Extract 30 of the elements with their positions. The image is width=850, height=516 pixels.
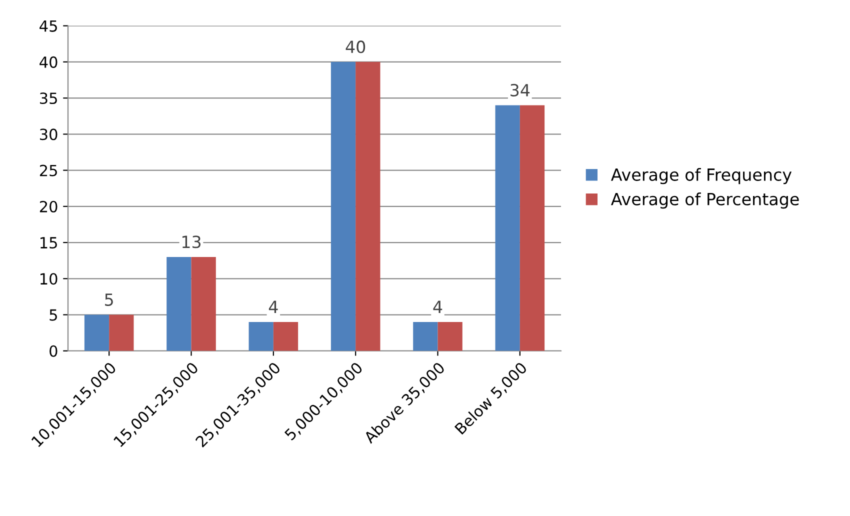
- y-tick-label: 30: [40, 128, 58, 140]
- bar: [520, 105, 545, 351]
- y-tick-label: 35: [40, 92, 57, 104]
- bar: [356, 62, 380, 351]
- bar: [413, 322, 438, 351]
- y-tick-label: 20: [40, 200, 58, 212]
- legend-label: Average of Frequency: [610, 168, 792, 184]
- bar: [84, 314, 110, 351]
- bar: [438, 322, 462, 351]
- bar: [166, 256, 192, 351]
- y-tick-label: 10: [40, 273, 58, 285]
- bar: [109, 314, 134, 351]
- y-tick-label: 0: [50, 345, 58, 357]
- bar: [273, 322, 298, 351]
- y-tick-label: 40: [40, 56, 58, 68]
- data-label: 5: [105, 294, 113, 306]
- bar: [248, 322, 274, 351]
- bar: [191, 256, 216, 351]
- data-label: 4: [433, 300, 442, 313]
- data-label: 40: [346, 40, 366, 54]
- bar: [495, 105, 520, 351]
- y-tick-label: 5: [50, 309, 57, 321]
- legend-label: Average of Percentage: [610, 192, 799, 209]
- y-tick-label: 15: [40, 237, 57, 249]
- bar: [330, 62, 356, 351]
- data-label: 13: [182, 236, 201, 248]
- data-label: 4: [268, 300, 278, 313]
- y-tick-label: 25: [40, 164, 57, 176]
- data-label: 34: [510, 84, 530, 96]
- y-tick-label: 45: [40, 20, 57, 32]
